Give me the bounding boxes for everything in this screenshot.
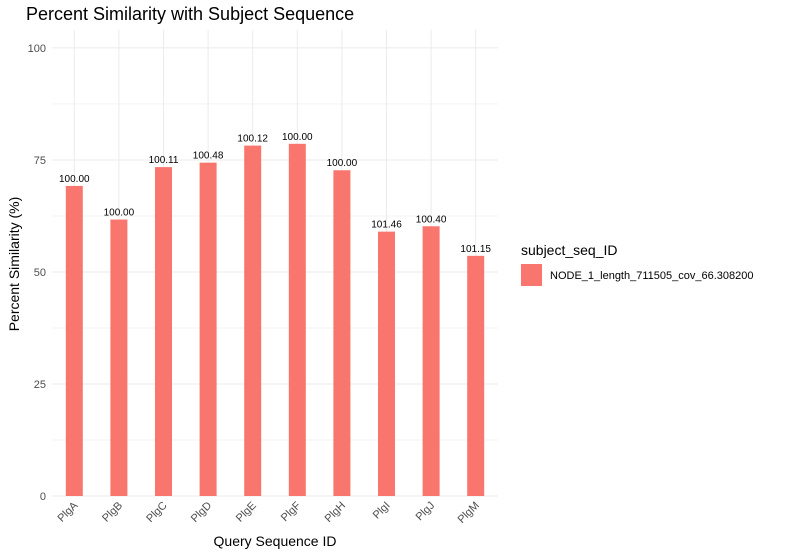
x-tick-label: PlgJ	[414, 500, 438, 524]
legend-title: subject_seq_ID	[521, 242, 618, 258]
x-tick-label: PlgF	[279, 499, 304, 524]
bar-value-label: 100.00	[104, 208, 135, 219]
bar	[333, 170, 351, 496]
bar	[467, 255, 485, 496]
data-labels: 100.00 100.00 100.11 100.48 100.12 100.00 100.…	[59, 132, 491, 255]
x-tick-labels: PlgA PlgB PlgC PlgD PlgE PlgF PlgH PlgI PlgJ PlgM	[55, 499, 481, 526]
x-tick-label: PlgA	[55, 499, 80, 524]
bar-value-label: 100.12	[237, 134, 268, 145]
legend-label: NODE_1_length_711505_cov_66.308200	[550, 270, 753, 282]
bar	[110, 219, 128, 496]
legend: subject_seq_ID NODE_1_length_711505_cov_…	[521, 242, 753, 286]
y-tick-label: 75	[34, 155, 46, 167]
bar-value-label: 100.40	[416, 214, 447, 225]
y-tick-label: 50	[34, 267, 46, 279]
bars	[65, 143, 485, 497]
bar	[155, 167, 172, 496]
y-axis-title: Percent Similarity (%)	[6, 197, 22, 332]
x-tick-label: PlgM	[456, 500, 482, 526]
x-tick-label: PlgH	[323, 500, 348, 525]
x-tick-label: PlgB	[100, 500, 125, 525]
x-tick-label: PlgE	[234, 500, 259, 525]
bar-value-label: 101.15	[460, 244, 491, 255]
y-tick-label: 100	[28, 43, 46, 55]
bar	[65, 185, 83, 496]
bar-value-label: 100.11	[149, 155, 179, 166]
y-tick-label: 25	[34, 379, 46, 391]
bar-value-label: 100.48	[193, 151, 224, 162]
bar-value-label: 100.00	[282, 132, 313, 143]
x-tick-label: PlgD	[189, 500, 214, 525]
bar-value-label: 100.00	[59, 174, 90, 185]
chart-title: Percent Similarity with Subject Sequence	[26, 4, 354, 24]
bar	[422, 226, 440, 496]
y-tick-label: 0	[40, 491, 46, 503]
x-tick-label: PlgC	[144, 500, 169, 525]
legend-key	[521, 264, 542, 286]
y-tick-labels: 0 25 50 75 100	[28, 43, 46, 503]
bar-value-label: 101.46	[371, 220, 402, 231]
x-tick-label: PlgI	[371, 500, 393, 522]
bar	[288, 143, 306, 497]
bar-value-label: 100.00	[327, 158, 358, 169]
bar	[244, 145, 262, 496]
bar	[378, 231, 395, 496]
x-axis-title: Query Sequence ID	[214, 533, 337, 549]
bar	[199, 162, 217, 496]
